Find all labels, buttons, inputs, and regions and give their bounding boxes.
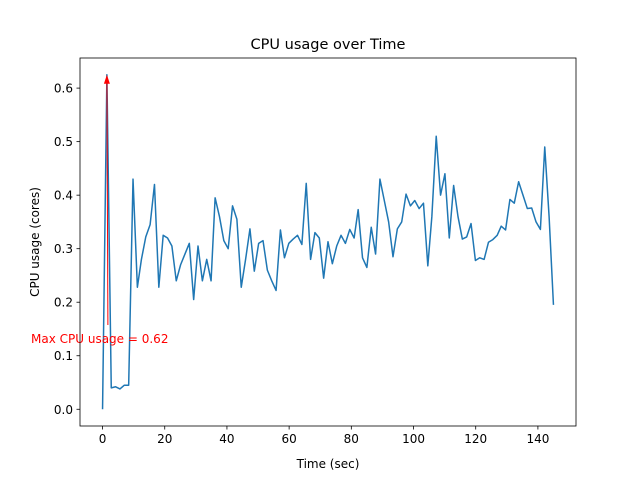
chart-title: CPU usage over Time [251, 37, 406, 53]
annotation-arrowhead [103, 74, 110, 84]
y-tick-label: 0.4 [54, 189, 73, 203]
y-tick-label: 0.2 [54, 296, 73, 310]
y-tick-label: 0.6 [54, 82, 73, 96]
line-series [101, 73, 555, 410]
y-tick-label: 0.1 [54, 349, 73, 363]
x-tick-label: 80 [344, 432, 359, 446]
x-tick-label: 0 [99, 432, 107, 446]
x-axis-label: Time (sec) [296, 457, 360, 471]
x-tick-label: 100 [402, 432, 425, 446]
x-tick-label: 120 [464, 432, 487, 446]
annotation-arrow [106, 76, 109, 326]
x-tick-label: 140 [526, 432, 549, 446]
plot-frame [79, 57, 577, 427]
x-tick-label: 40 [219, 432, 234, 446]
y-tick-label: 0.0 [54, 403, 73, 417]
y-tick-label: 0.5 [54, 135, 73, 149]
y-axis-label: CPU usage (cores) [28, 187, 42, 297]
y-tick-label: 0.3 [54, 242, 73, 256]
x-tick-label: 20 [157, 432, 172, 446]
x-tick-label: 60 [281, 432, 296, 446]
annotation: Max CPU usage = 0.62 [31, 332, 168, 346]
